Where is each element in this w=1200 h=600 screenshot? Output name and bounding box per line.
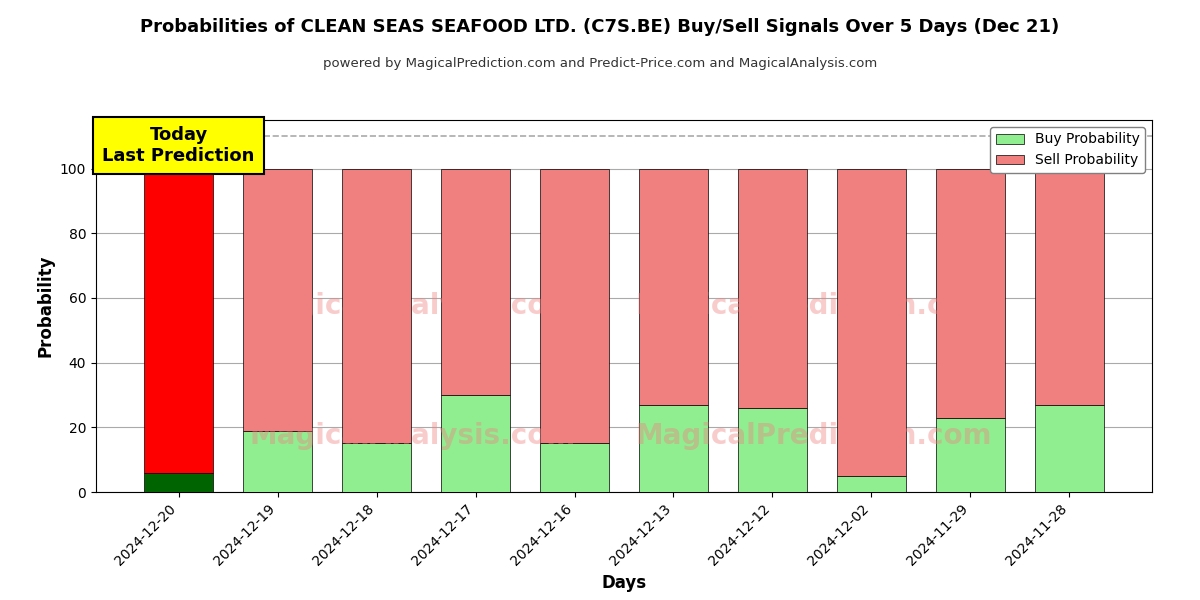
Bar xyxy=(440,395,510,492)
Bar xyxy=(738,408,808,492)
Bar xyxy=(342,169,412,443)
Bar xyxy=(1034,404,1104,492)
Bar xyxy=(144,473,214,492)
Bar xyxy=(836,169,906,476)
Bar xyxy=(242,431,312,492)
Text: powered by MagicalPrediction.com and Predict-Price.com and MagicalAnalysis.com: powered by MagicalPrediction.com and Pre… xyxy=(323,57,877,70)
X-axis label: Days: Days xyxy=(601,574,647,592)
Text: MagicalAnalysis.com: MagicalAnalysis.com xyxy=(250,292,576,320)
Bar xyxy=(1034,169,1104,404)
Bar xyxy=(440,169,510,395)
Text: MagicalPrediction.com: MagicalPrediction.com xyxy=(636,422,992,450)
Bar xyxy=(936,169,1006,418)
Text: Today
Last Prediction: Today Last Prediction xyxy=(102,127,254,165)
Bar xyxy=(144,169,214,473)
Bar xyxy=(540,443,610,492)
Legend: Buy Probability, Sell Probability: Buy Probability, Sell Probability xyxy=(990,127,1145,173)
Bar xyxy=(836,476,906,492)
Bar xyxy=(738,169,808,408)
Text: Probabilities of CLEAN SEAS SEAFOOD LTD. (C7S.BE) Buy/Sell Signals Over 5 Days (: Probabilities of CLEAN SEAS SEAFOOD LTD.… xyxy=(140,18,1060,36)
Bar xyxy=(936,418,1006,492)
Text: MagicalAnalysis.com: MagicalAnalysis.com xyxy=(250,422,576,450)
Bar xyxy=(342,443,412,492)
Y-axis label: Probability: Probability xyxy=(36,255,54,357)
Text: MagicalPrediction.com: MagicalPrediction.com xyxy=(636,292,992,320)
Bar xyxy=(638,404,708,492)
Bar xyxy=(540,169,610,443)
Bar xyxy=(242,169,312,431)
Bar xyxy=(638,169,708,404)
